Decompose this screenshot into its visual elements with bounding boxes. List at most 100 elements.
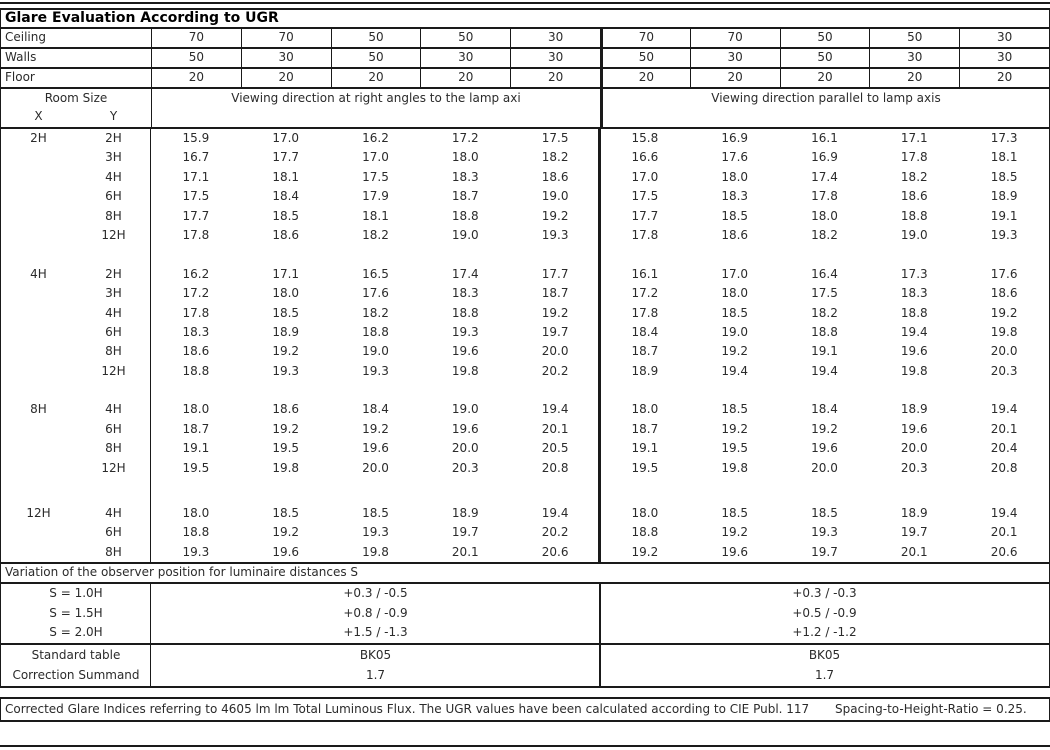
ugr-value-cell: 19.6 <box>451 344 479 359</box>
ugr-value-cell: 18.9 <box>631 363 659 378</box>
surface-value-cell: 50 <box>330 29 421 47</box>
surface-value-cell: 50 <box>779 49 870 67</box>
surface-row-ceiling: Ceiling 70 70 50 50 30 70 70 50 50 30 <box>1 29 1049 49</box>
ugr-value-cell: 19.7 <box>811 544 838 559</box>
surface-value-cell: 50 <box>779 29 870 47</box>
y-column-label: Y <box>109 109 118 123</box>
surface-value-cell: 20 <box>420 69 510 87</box>
ugr-value-cell: 18.0 <box>631 506 659 521</box>
ugr-value-cell: 18.5 <box>362 506 389 521</box>
ugr-value-cell: 19.6 <box>362 441 389 456</box>
ugr-value-cell: 19.0 <box>451 227 479 242</box>
ugr-value-cell: 19.2 <box>362 421 389 436</box>
ugr-value-cell: 18.6 <box>272 227 300 242</box>
footer-note: Corrected Glare Indices referring to 460… <box>0 696 1050 722</box>
ugr-value-cell: 19.1 <box>990 208 1018 223</box>
room-y-label: 3H <box>105 286 122 301</box>
ugr-value-cell: 18.7 <box>451 189 479 204</box>
ugr-data-region: 2H 2H 15.9 17.0 16.2 17.2 17.5 15.8 16.9 16.1 17.1… <box>1 129 1049 563</box>
ugr-value-cell: 18.8 <box>362 324 389 339</box>
ugr-row: 12H 18.8 19.3 19.3 19.8 20.2 18.9 19.4 19.4 19.8 2… <box>1 362 1049 381</box>
surface-reflectance-rows: Ceiling 70 70 50 50 30 70 70 50 50 30 Walls 50 30 50 30… <box>1 29 1049 89</box>
surface-row-label: Walls <box>5 50 37 64</box>
ugr-row: 4H 17.1 18.1 17.5 18.3 18.6 17.0 18.0 17.4 18.2 18… <box>1 168 1049 187</box>
viewing-direction-right-angles-header: Viewing direction at right angles to the… <box>151 89 600 127</box>
ugr-row: 6H 18.3 18.9 18.8 19.3 19.7 18.4 19.0 18.8 19.4 19… <box>1 323 1049 342</box>
column-divider-line <box>149 584 151 643</box>
ugr-value-cell: 18.7 <box>541 286 569 301</box>
ugr-value-cell: 19.0 <box>451 402 479 417</box>
variation-label: S = 1.5H <box>49 605 103 620</box>
ugr-value-cell: 18.6 <box>272 402 300 417</box>
ugr-value-cell: 18.4 <box>272 189 300 204</box>
ugr-value-cell: 19.6 <box>900 421 928 436</box>
ugr-value-cell: 16.4 <box>811 266 838 281</box>
summary-right-value: BK05 <box>808 647 841 662</box>
ugr-value-cell: 19.3 <box>811 525 838 540</box>
surface-value-cell: 20 <box>959 69 1049 87</box>
ugr-value-cell: 17.8 <box>631 305 659 320</box>
ugr-value-cell: 18.9 <box>900 402 928 417</box>
ugr-value-cell: 18.2 <box>362 227 389 242</box>
ugr-value-cell: 17.0 <box>721 266 749 281</box>
ugr-value-cell: 16.9 <box>811 150 838 165</box>
room-x-label <box>1 284 76 303</box>
top-rule <box>0 2 1050 4</box>
surface-value-cell: 50 <box>330 49 421 67</box>
surface-value-cell: 20 <box>689 69 780 87</box>
ugr-value-cell: 20.0 <box>541 344 569 359</box>
ugr-row: 3H 16.7 17.7 17.0 18.0 18.2 16.6 17.6 16.9 17.8 18… <box>1 148 1049 167</box>
ugr-value-cell: 17.5 <box>631 189 659 204</box>
ugr-value-cell: 18.0 <box>721 286 749 301</box>
center-divider-line <box>598 644 601 686</box>
ugr-value-cell: 20.2 <box>541 363 569 378</box>
room-y-label: 12H <box>101 460 126 475</box>
ugr-value-cell: 18.8 <box>900 208 928 223</box>
ugr-value-cell: 19.4 <box>721 363 749 378</box>
ugr-value-cell: 17.9 <box>362 189 389 204</box>
ugr-value-cell: 19.8 <box>272 460 300 475</box>
ugr-value-cell: 17.8 <box>631 227 659 242</box>
ugr-value-cell: 18.8 <box>631 525 659 540</box>
ugr-value-cell: 19.6 <box>900 344 928 359</box>
ugr-value-cell: 19.2 <box>721 421 749 436</box>
ugr-value-cell: 19.8 <box>900 363 928 378</box>
room-x-label: 4H <box>30 266 47 281</box>
ugr-row: 8H 4H 18.0 18.6 18.4 19.0 19.4 18.0 18.5 18.4 18.9… <box>1 400 1049 419</box>
surface-value-cell: 30 <box>510 29 600 47</box>
ugr-value-cell: 20.0 <box>990 344 1018 359</box>
room-size-header: Room Size X Y <box>1 89 151 127</box>
room-size-xy: X Y <box>1 108 151 124</box>
ugr-value-cell: 19.2 <box>990 305 1018 320</box>
ugr-value-cell: 20.1 <box>990 421 1018 436</box>
ugr-value-cell: 18.2 <box>811 305 838 320</box>
bottom-rule <box>0 744 1050 747</box>
page-title-text: Glare Evaluation According to UGR <box>5 10 279 26</box>
ugr-value-cell: 16.9 <box>721 131 749 145</box>
room-size-label: Room Size <box>44 91 108 105</box>
room-y-label: 8H <box>105 344 122 359</box>
ugr-value-cell: 18.6 <box>990 286 1018 301</box>
ugr-value-cell: 18.3 <box>182 324 210 339</box>
ugr-value-cell: 17.7 <box>182 208 210 223</box>
variation-left-value: +0.8 / -0.9 <box>343 605 408 620</box>
block-gap <box>1 478 1049 504</box>
surface-row-label: Ceiling <box>5 30 46 44</box>
spacing-to-height-ratio: Spacing-to-Height-Ratio = 0.25. <box>835 701 1027 716</box>
ugr-value-cell: 19.2 <box>272 344 300 359</box>
ugr-value-cell: 19.7 <box>541 324 569 339</box>
ugr-value-cell: 18.2 <box>811 227 838 242</box>
ugr-value-cell: 19.3 <box>451 324 479 339</box>
center-divider-line <box>598 129 601 563</box>
room-y-label: 4H <box>105 506 122 521</box>
room-y-label: 6H <box>105 525 122 540</box>
ugr-value-cell: 19.3 <box>182 544 210 559</box>
ugr-value-cell: 19.2 <box>631 544 659 559</box>
surface-value-cell: 70 <box>240 29 331 47</box>
ugr-value-cell: 17.7 <box>541 266 569 281</box>
ugr-value-cell: 17.5 <box>362 169 389 184</box>
ugr-value-cell: 17.5 <box>541 131 569 145</box>
ugr-value-cell: 18.5 <box>721 305 749 320</box>
ugr-value-cell: 19.5 <box>631 460 659 475</box>
ugr-value-cell: 20.6 <box>990 544 1018 559</box>
